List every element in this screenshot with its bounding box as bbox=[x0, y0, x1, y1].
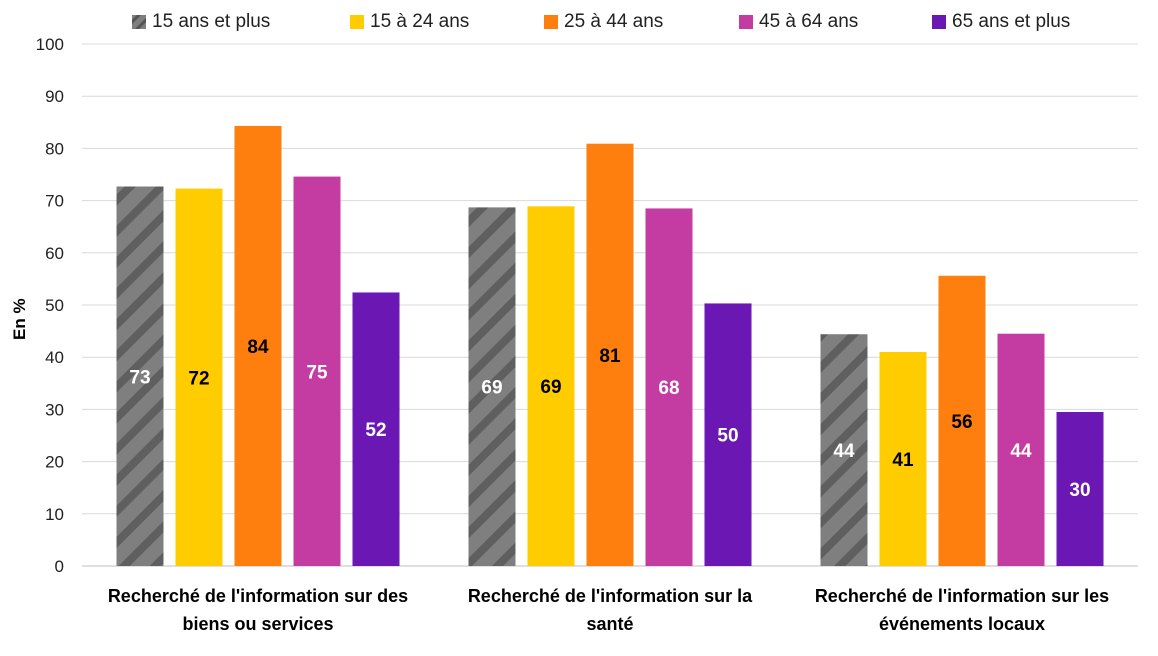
data-label: 44 bbox=[1010, 441, 1032, 462]
y-tick-label: 40 bbox=[45, 348, 64, 367]
data-label: 56 bbox=[951, 412, 972, 433]
x-category-label-line: Recherché de l'information sur les bbox=[814, 586, 1110, 606]
legend-swatch bbox=[932, 15, 946, 29]
bar bbox=[997, 333, 1045, 566]
legend-swatch bbox=[544, 15, 558, 29]
legend-swatch bbox=[350, 15, 364, 29]
bar bbox=[352, 292, 400, 566]
data-label: 72 bbox=[188, 368, 209, 389]
data-label: 69 bbox=[540, 377, 561, 398]
legend-swatch bbox=[739, 15, 753, 29]
bar bbox=[527, 206, 575, 567]
data-label: 30 bbox=[1069, 480, 1090, 501]
data-label: 44 bbox=[833, 441, 855, 462]
bar bbox=[1056, 412, 1104, 566]
data-label: 73 bbox=[129, 367, 150, 388]
x-category-label-line: biens ou services bbox=[182, 614, 334, 634]
bar bbox=[234, 125, 282, 566]
data-label: 69 bbox=[481, 378, 502, 399]
legend: 15 ans et plus 15 à 24 ans 25 à 44 ans 4… bbox=[0, 11, 1158, 35]
legend-label: 15 ans et plus bbox=[152, 11, 271, 32]
legend-label: 45 à 64 ans bbox=[759, 11, 859, 32]
data-label: 41 bbox=[892, 450, 914, 471]
data-label: 81 bbox=[599, 346, 621, 367]
y-tick-label: 50 bbox=[45, 296, 64, 315]
legend-swatch-hatched bbox=[132, 15, 146, 29]
bar bbox=[175, 188, 223, 566]
legend-item-65-plus: 65 ans et plus bbox=[932, 11, 1070, 33]
legend-item-15-24: 15 à 24 ans bbox=[350, 11, 469, 33]
bar bbox=[645, 208, 693, 566]
bar bbox=[293, 176, 341, 566]
y-tick-label: 100 bbox=[36, 35, 64, 54]
bar bbox=[704, 303, 752, 566]
legend-label: 65 ans et plus bbox=[952, 11, 1071, 32]
bar bbox=[820, 334, 868, 566]
x-category-label-line: Recherché de l'information sur des bbox=[107, 586, 409, 606]
y-tick-label: 30 bbox=[45, 400, 64, 419]
y-tick-label: 0 bbox=[55, 557, 64, 576]
x-category-label: Recherché de l'information sur les événem… bbox=[782, 582, 1142, 638]
legend-item-25-44: 25 à 44 ans bbox=[544, 11, 663, 33]
bar bbox=[116, 186, 164, 567]
x-category-label-line: Recherché de l'information sur la bbox=[467, 586, 753, 606]
data-label: 52 bbox=[365, 420, 386, 441]
x-category-label-line: événements locaux bbox=[878, 614, 1046, 634]
data-label: 84 bbox=[247, 337, 269, 358]
y-tick-label: 90 bbox=[45, 87, 64, 106]
bar bbox=[468, 207, 516, 567]
data-label: 68 bbox=[658, 378, 679, 399]
legend-item-45-64: 45 à 64 ans bbox=[739, 11, 858, 33]
y-tick-label: 20 bbox=[45, 453, 64, 472]
y-tick-label: 10 bbox=[45, 505, 64, 524]
legend-label: 15 à 24 ans bbox=[370, 11, 470, 32]
bar bbox=[879, 351, 927, 566]
legend-label: 25 à 44 ans bbox=[564, 11, 664, 32]
x-category-label: Recherché de l'information sur la santé bbox=[430, 582, 790, 638]
x-category-label: Recherché de l'information sur des biens … bbox=[78, 582, 438, 638]
data-label: 50 bbox=[717, 426, 738, 447]
data-label: 75 bbox=[306, 362, 328, 383]
y-tick-label: 70 bbox=[45, 192, 64, 211]
bar bbox=[586, 143, 634, 566]
x-category-label-line: santé bbox=[586, 614, 634, 634]
legend-item-15-plus: 15 ans et plus bbox=[132, 11, 270, 33]
bar bbox=[938, 275, 986, 566]
y-tick-label: 80 bbox=[45, 139, 64, 158]
y-tick-label: 60 bbox=[45, 244, 64, 263]
